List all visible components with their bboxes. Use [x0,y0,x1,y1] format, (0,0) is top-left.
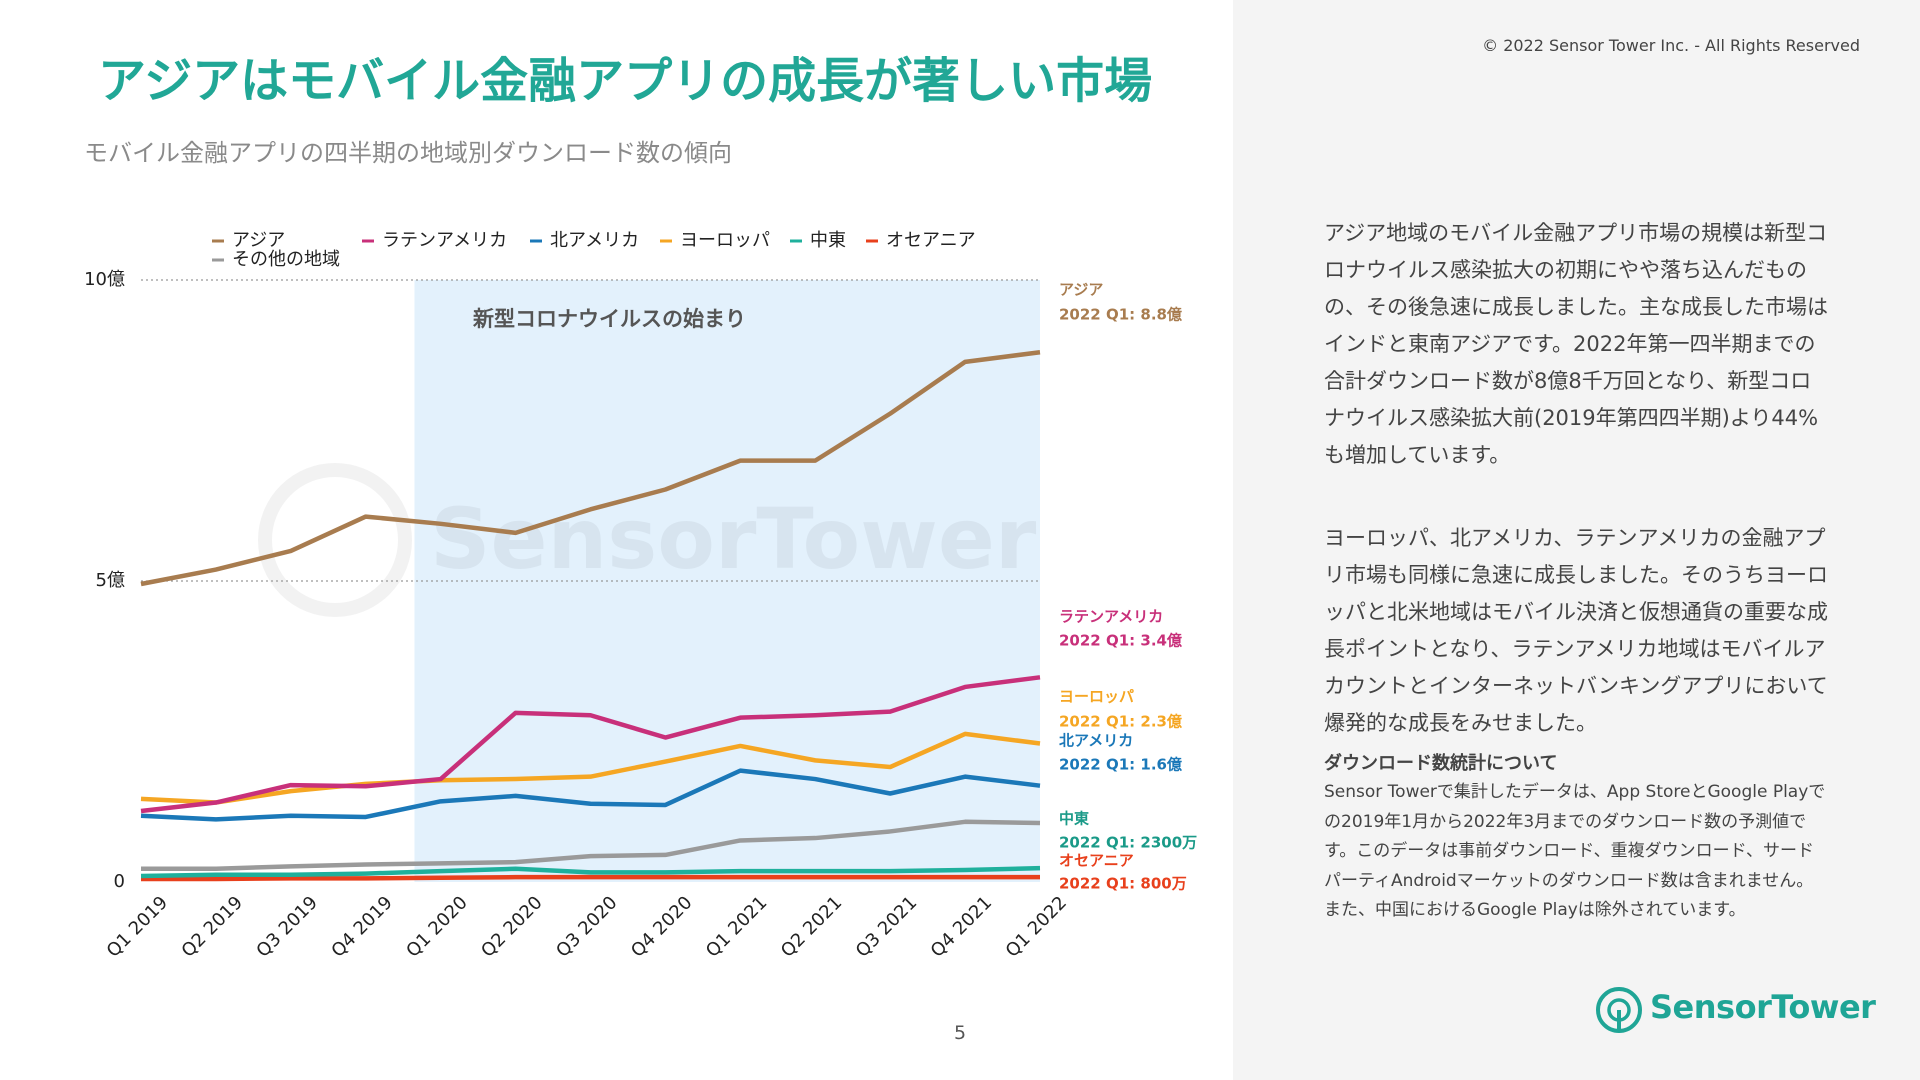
legend-label: オセアニア [886,230,976,251]
x-tick-label: Q2 2020 [477,892,546,961]
end-label-name: 中東 [1059,810,1089,828]
page-number: 5 [953,1022,967,1044]
end-label-value: 2022 Q1: 3.4億 [1059,632,1182,650]
end-label-value: 2022 Q1: 800万 [1059,875,1187,893]
y-tick-label: 0 [114,871,125,892]
series-line [140,675,1041,814]
end-label-name: アジア [1059,281,1103,299]
x-tick-label: Q4 2019 [327,892,396,961]
end-label-name: ヨーロッパ [1059,688,1134,706]
series-line [140,865,1041,879]
legend-label: 北アメリカ [550,230,639,251]
x-tick-label: Q4 2021 [927,892,996,961]
y-tick-label: 5億 [96,570,125,591]
watermark: SensorTower [430,490,1037,588]
series-line [141,874,1040,882]
x-tick-label: Q1 2021 [702,892,771,961]
x-tick-label: Q2 2019 [178,892,247,961]
legend-label: 中東 [810,230,846,251]
end-label-name: 北アメリカ [1059,732,1133,750]
x-tick-label: Q1 2022 [1002,892,1071,961]
x-tick-label: Q2 2021 [777,892,846,961]
watermark-icon [258,463,412,617]
note: Sensor Towerで集計したデータは、App StoreとGoogle P… [1324,782,1826,920]
legend-label: ラテンアメリカ [382,230,507,251]
end-label-value: 2022 Q1: 2300万 [1059,834,1197,852]
end-label-name: ラテンアメリカ [1059,608,1163,626]
x-tick-label: Q4 2020 [627,892,696,961]
x-tick-label: Q1 2019 [103,892,172,961]
x-tick-label: Q1 2020 [402,892,471,961]
y-tick-label: 10億 [84,269,125,290]
chart-subtitle: モバイル金融アプリの四半期の地域別ダウンロード数の傾向 [84,139,732,167]
legend-label: アジア [232,230,285,251]
series-line [140,731,1041,805]
logo-icon [1596,987,1642,1033]
legend-label: ヨーロッパ [680,230,770,251]
x-tick-label: Q3 2021 [852,892,921,961]
note-title: ダウンロード数統計について [1324,753,1558,774]
copyright: © 2022 Sensor Tower Inc. - All Rights Re… [1482,36,1860,55]
end-label-name: オセアニア [1059,852,1134,870]
x-tick-label: Q3 2019 [252,892,321,961]
shade-label: 新型コロナウイルスの始まり [472,307,746,331]
paragraph: アジア地域のモバイル金融アプリ市場の規模は新型コロナウイルス感染拡大の初期にやや… [1324,221,1828,467]
series-line [140,350,1041,587]
x-tick-label: Q3 2020 [552,892,621,961]
chart-title: アジアはモバイル金融アプリの成長が著しい市場 [98,53,1152,109]
legend-label: その他の地域 [232,249,340,270]
logo: SensorTower [1650,988,1876,1026]
end-label-value: 2022 Q1: 8.8億 [1059,306,1182,324]
paragraph: ヨーロッパ、北アメリカ、ラテンアメリカの金融アプリ市場も同様に急速に成長しました… [1324,526,1828,735]
series-line [141,819,1041,872]
series-line [140,768,1041,822]
side-panel [1233,0,1920,1080]
end-label-value: 2022 Q1: 1.6億 [1059,756,1182,774]
end-label-value: 2022 Q1: 2.3億 [1059,713,1182,731]
